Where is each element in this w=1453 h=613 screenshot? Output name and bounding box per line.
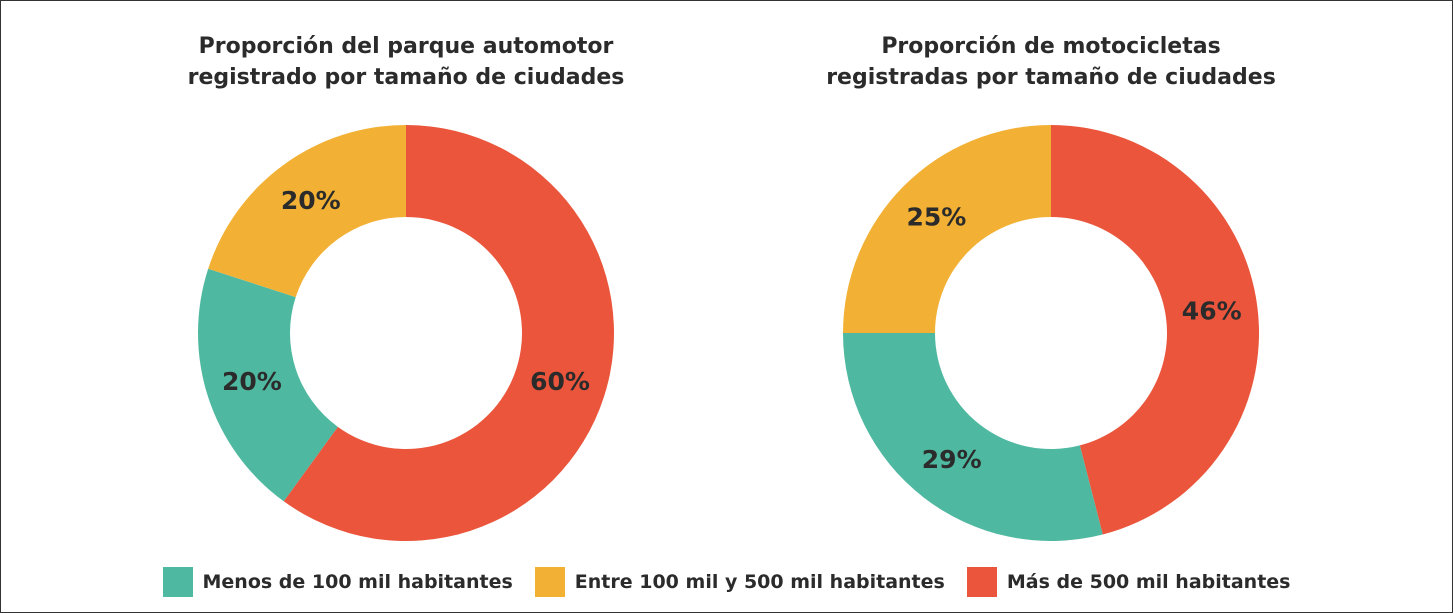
value-label: 29% <box>922 445 982 474</box>
donut-slice <box>1051 125 1260 535</box>
legend: Menos de 100 mil habitantes Entre 100 mil… <box>1 567 1452 597</box>
value-label: 25% <box>907 202 967 231</box>
charts: Proporción del parque automotor registrad… <box>188 34 1276 542</box>
donut-slice <box>843 333 1103 541</box>
value-label: 20% <box>281 186 341 215</box>
legend-label: Entre 100 mil y 500 mil habitantes <box>574 571 945 593</box>
legend-item: Más de 500 mil habitantes <box>966 567 1291 597</box>
legend-swatch <box>966 567 997 597</box>
legend-label: Más de 500 mil habitantes <box>1006 571 1291 593</box>
donut-slice <box>208 125 406 298</box>
legend-item: Entre 100 mil y 500 mil habitantes <box>534 567 945 597</box>
chart-title: Proporción del parque automotor <box>199 34 614 59</box>
legend-swatch <box>162 567 193 597</box>
value-label: 46% <box>1182 297 1242 326</box>
donut-slice <box>283 125 615 542</box>
value-label: 60% <box>530 367 590 396</box>
chart-title: registrado por tamaño de ciudades <box>188 65 625 90</box>
legend-label: Menos de 100 mil habitantes <box>202 571 513 593</box>
legend-swatch <box>534 567 565 597</box>
donut-slice <box>198 268 338 502</box>
value-label: 20% <box>222 367 282 396</box>
legend-item: Menos de 100 mil habitantes <box>162 567 513 597</box>
donut-slice <box>843 125 1051 333</box>
chart-title: Proporción de motocicletas <box>881 34 1220 59</box>
chart-title: registradas por tamaño de ciudades <box>826 65 1276 90</box>
